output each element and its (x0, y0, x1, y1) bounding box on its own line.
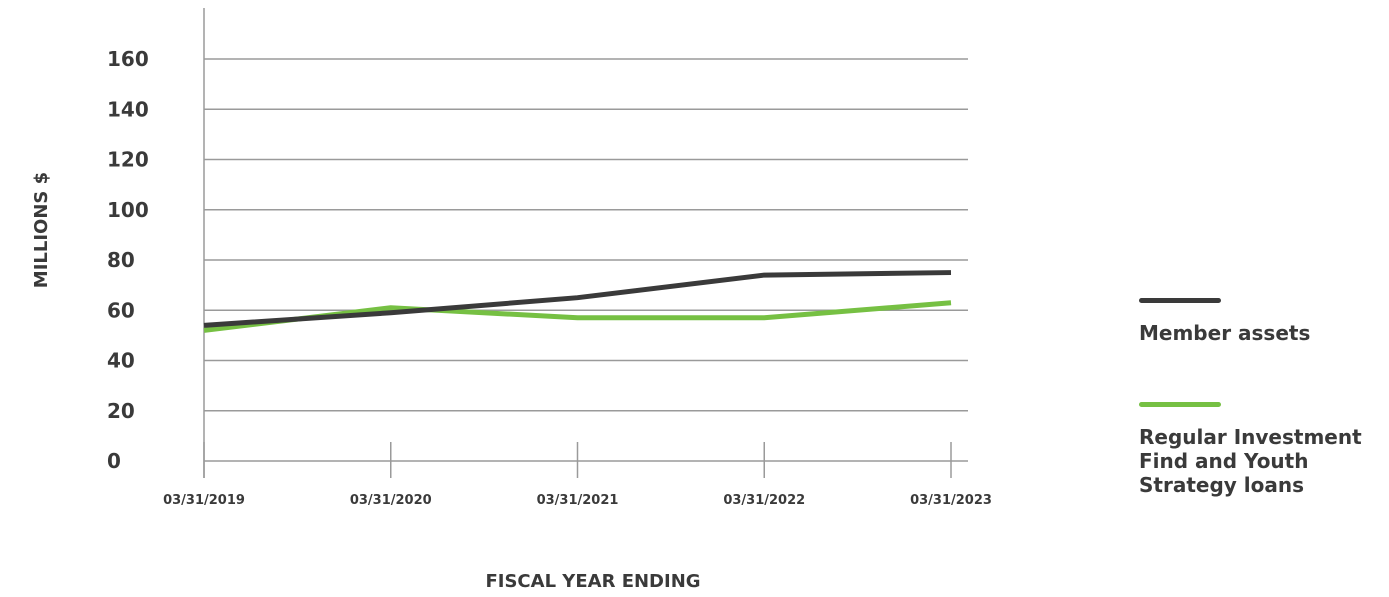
x-tick-label-4: 03/31/2023 (910, 493, 992, 508)
x-axis-title: FISCAL YEAR ENDING (485, 571, 700, 592)
series-lines (203, 270, 952, 333)
x-tick-label-2: 03/31/2021 (537, 493, 619, 508)
y-tick-label-20: 20 (107, 399, 135, 423)
legend-item-ryf-loans: Regular Investment Find and Youth Strate… (1139, 402, 1379, 497)
y-tick-label-100: 100 (107, 198, 149, 222)
y-tick-label-80: 80 (107, 248, 135, 272)
y-tick-label-40: 40 (107, 349, 135, 373)
legend-item-member-assets: Member assets (1139, 298, 1379, 345)
y-axis-title: MILLIONS $ (31, 172, 52, 288)
x-tick-marks (203, 442, 952, 478)
legend-label-ryf-loans: Regular Investment Find and Youth Strate… (1139, 425, 1362, 497)
series-line-member-assets (203, 270, 952, 328)
gridlines (204, 58, 968, 412)
y-tick-label-120: 120 (107, 148, 149, 172)
x-tick-label-0: 03/31/2019 (163, 493, 245, 508)
y-tick-labels: 0 20 40 60 80 100 120 140 160 (107, 47, 149, 473)
legend-swatch-member-assets (1139, 298, 1221, 303)
legend-label-member-assets: Member assets (1139, 321, 1311, 345)
x-tick-label-3: 03/31/2022 (723, 493, 805, 508)
legend-swatch-ryf-loans (1139, 402, 1221, 407)
x-tick-label-1: 03/31/2020 (350, 493, 432, 508)
y-tick-label-160: 160 (107, 47, 149, 71)
y-tick-label-140: 140 (107, 97, 149, 121)
x-tick-labels: 03/31/2019 03/31/2020 03/31/2021 03/31/2022… (163, 493, 992, 508)
y-tick-label-60: 60 (107, 298, 135, 322)
y-tick-label-0: 0 (107, 449, 121, 473)
